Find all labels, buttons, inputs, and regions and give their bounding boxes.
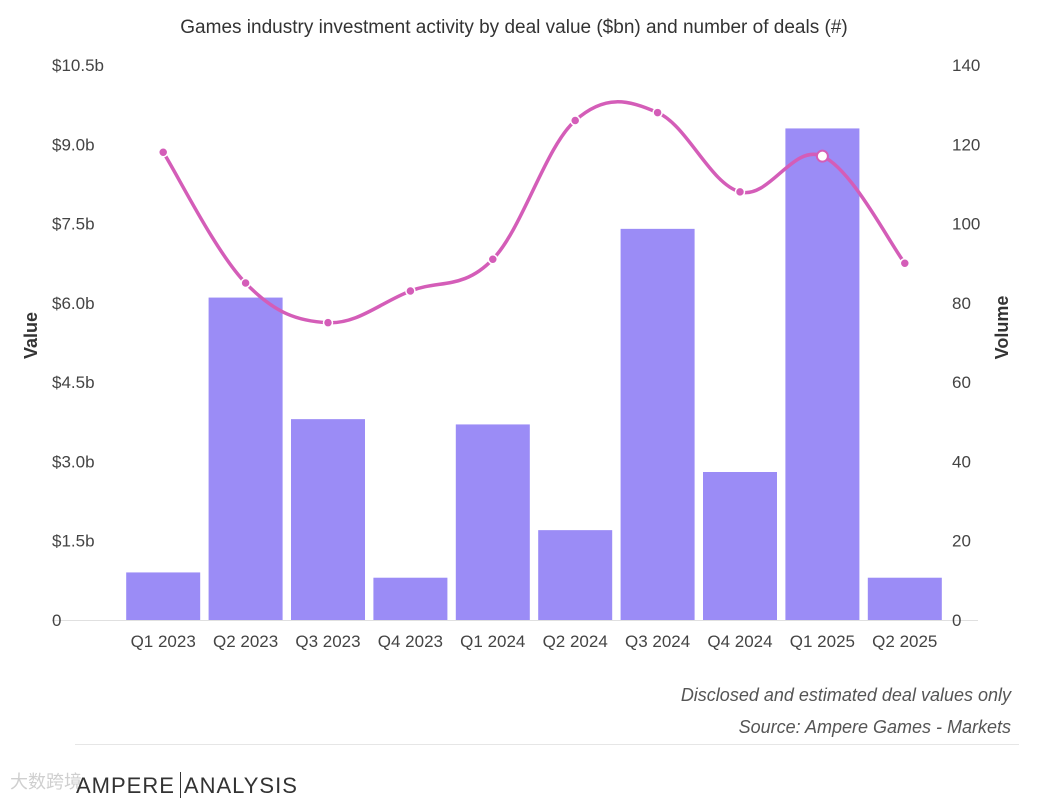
y-tick-label: $1.5b [52, 532, 95, 551]
brand-logo: AMPERE ANALYSIS [76, 772, 298, 799]
chart-title: Games industry investment activity by de… [180, 17, 847, 38]
bar-q4-2024 [703, 472, 777, 620]
y2-axis-title: Volume [992, 296, 1012, 360]
divider [75, 744, 1019, 745]
right-axis-ticks: 0 20 40 60 80 100 120 140 [952, 56, 980, 630]
y-tick-label: $4.5b [52, 373, 95, 392]
y-tick-label: $9.0b [52, 135, 95, 154]
y2-tick-label: 40 [952, 452, 971, 471]
y-tick-label: $3.0b [52, 452, 95, 471]
x-tick-label: Q1 2024 [460, 632, 525, 651]
volume-point-q2-2023 [240, 277, 251, 289]
volume-points [157, 107, 911, 328]
volume-point-q1-2024 [487, 254, 499, 265]
x-tick-label: Q3 2024 [625, 632, 690, 651]
volume-point-q3-2024 [652, 107, 663, 118]
bar-series [126, 128, 942, 620]
y2-tick-label: 140 [952, 56, 980, 75]
bar-q2-2025 [867, 577, 942, 620]
bar-q1-2024 [455, 424, 530, 620]
volume-point-q1-2025 [815, 149, 829, 163]
y2-tick-label: 0 [952, 611, 961, 630]
left-axis-ticks: 0 $1.5b $3.0b $4.5b $6.0b $7.5b $9.0b $10.5b [52, 56, 104, 630]
volume-line [161, 100, 907, 325]
x-tick-label: Q3 2023 [295, 632, 360, 651]
bar-q3-2023 [291, 419, 365, 620]
volume-point-q1-2023 [157, 146, 169, 158]
x-tick-label: Q2 2024 [543, 632, 608, 651]
y2-tick-label: 120 [952, 135, 980, 154]
y-tick-label: $6.0b [52, 294, 95, 313]
volume-point-q3-2023 [322, 317, 334, 328]
y-tick-label: 0 [52, 611, 61, 630]
x-tick-label: Q1 2025 [790, 632, 855, 651]
y-axis-title: Value [21, 312, 41, 359]
bar-q4-2023 [373, 577, 448, 620]
brand-name: AMPERE [76, 773, 175, 798]
y2-tick-label: 80 [952, 294, 971, 313]
y-tick-label: $7.5b [52, 215, 95, 234]
volume-point-q2-2025 [899, 257, 911, 269]
watermark: 大数跨境 [10, 772, 82, 792]
bar-q1-2025 [785, 128, 860, 620]
y2-tick-label: 100 [952, 215, 980, 234]
bar-q2-2024 [538, 530, 613, 620]
x-tick-label: Q1 2023 [131, 632, 196, 651]
bar-q2-2023 [208, 297, 283, 620]
volume-point-q2-2024 [569, 115, 581, 126]
x-tick-label: Q4 2023 [378, 632, 443, 651]
x-tick-label: Q2 2023 [213, 632, 278, 651]
x-axis-ticks: Q1 2023 Q2 2023 Q3 2023 Q4 2023 Q1 2024 Q2 20… [131, 632, 938, 651]
footnote: Disclosed and estimated deal values only [680, 685, 1011, 705]
combo-chart: Games industry investment activity by de… [21, 17, 1012, 651]
x-tick-label: Q2 2025 [872, 632, 937, 651]
volume-point-q4-2024 [734, 186, 746, 198]
brand-suffix: ANALYSIS [183, 773, 298, 798]
brand-separator [179, 772, 181, 798]
volume-point-q4-2023 [405, 285, 416, 297]
y-tick-label: $10.5b [52, 56, 104, 75]
source-note: Source: Ampere Games - Markets [738, 717, 1011, 737]
bar-q1-2023 [126, 572, 201, 620]
x-tick-label: Q4 2024 [707, 632, 772, 651]
y2-tick-label: 60 [952, 373, 971, 392]
y2-tick-label: 20 [952, 532, 971, 551]
bar-q3-2024 [620, 228, 695, 620]
